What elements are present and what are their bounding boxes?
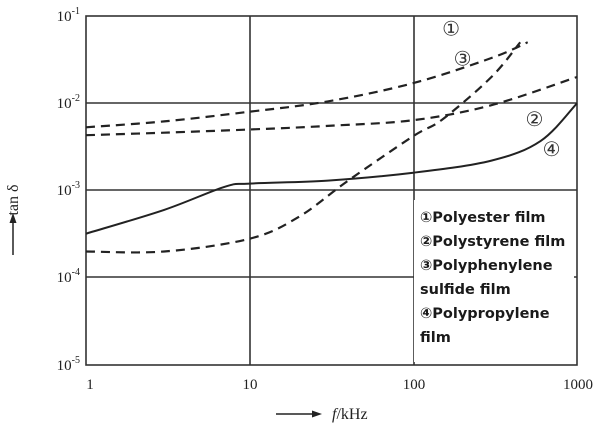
legend-item-polypropylene-cont: film [420,330,451,346]
svg-text:f/kHz: f/kHz [332,406,368,423]
curve-tag-1: ① [442,16,460,40]
y-axis-title: tan δ [5,184,22,255]
curve-polyphenylene-sulfide-film [85,41,522,254]
y-tick-10e-2: 10-2 [57,93,80,112]
curve-tags-layer: ① ③ ② ④ [442,16,560,160]
y-tick-10e-3: 10-3 [57,180,80,199]
curve-polystyrene-film [85,75,578,137]
x-tick-1000: 1000 [563,377,593,393]
curve-polyester-film [85,41,529,129]
x-tick-10: 10 [243,377,258,393]
x-axis-arrowhead-icon [312,410,322,418]
curves-layer [85,41,578,254]
y-tick-10e-4: 10-4 [57,267,80,286]
x-axis-title-variable: f [332,406,339,423]
legend-item-polyester: ①Polyester film [420,210,546,226]
curve-tag-3: ② [526,107,544,131]
curve-tag-4: ④ [543,137,561,161]
legend-item-pps: ③Polyphenylene [420,258,553,274]
y-axis-arrowhead-icon [9,213,17,223]
legend: ①Polyester film ②Polystyrene film ③Polyp… [414,200,574,362]
x-tick-1: 1 [86,377,94,393]
curve-tag-2: ③ [454,47,472,71]
x-axis-title-unit: /kHz [336,406,367,423]
x-axis-title: f/kHz [276,406,368,423]
y-tick-10e-5: 10-5 [57,355,80,374]
legend-item-polypropylene: ④Polypropylene [420,306,550,322]
legend-item-pps-cont: sulfide film [420,282,511,298]
x-tick-100: 100 [403,377,426,393]
y-axis-title-text: tan δ [5,184,22,215]
x-axis-ticks: 1 10 100 1000 [86,377,593,393]
curve-polypropylene-film [85,102,578,235]
y-tick-10e-1: 10-1 [57,6,80,25]
y-axis-ticks: 10-1 10-2 10-3 10-4 10-5 [57,6,80,374]
legend-item-polystyrene: ②Polystyrene film [420,234,566,250]
